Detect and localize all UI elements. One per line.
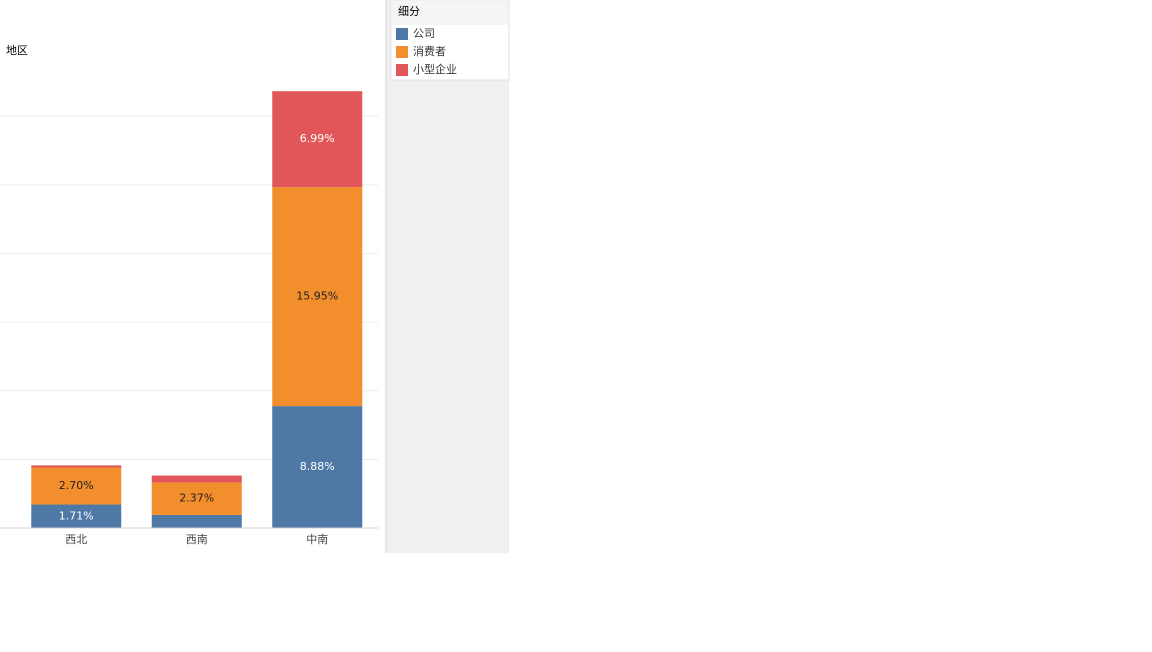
bar-segment (272, 406, 363, 528)
x-tick-label: 中南 (306, 533, 328, 546)
legend-label: 公司 (413, 27, 435, 40)
bar-segment (31, 504, 122, 528)
x-tick-label: 西北 (65, 533, 87, 546)
data-label: 15.95% (296, 290, 338, 303)
legend-label: 小型企业 (413, 62, 457, 76)
data-label: 6.99% (300, 132, 335, 145)
x-tick-label: 西南 (186, 533, 208, 546)
bar-segment (151, 514, 242, 528)
data-label: 1.71% (59, 509, 94, 522)
legend-header (392, 1, 508, 25)
bar-segment (272, 91, 363, 188)
bar-segment (31, 465, 122, 468)
legend-title: 细分 (398, 5, 420, 18)
legend-swatch (396, 64, 408, 76)
legend-panel (386, 0, 509, 553)
bar-segment (151, 482, 242, 515)
legend-swatch (396, 28, 408, 40)
axis-title: 地区 (6, 44, 28, 57)
data-label: 2.70% (59, 479, 94, 492)
legend-swatch (396, 46, 408, 58)
data-label: 2.37% (179, 492, 214, 505)
bar-segment (272, 187, 363, 407)
legend-label: 消费者 (413, 44, 446, 58)
bar-segment (31, 467, 122, 505)
bar-segment (151, 475, 242, 483)
data-label: 8.88% (300, 460, 335, 473)
